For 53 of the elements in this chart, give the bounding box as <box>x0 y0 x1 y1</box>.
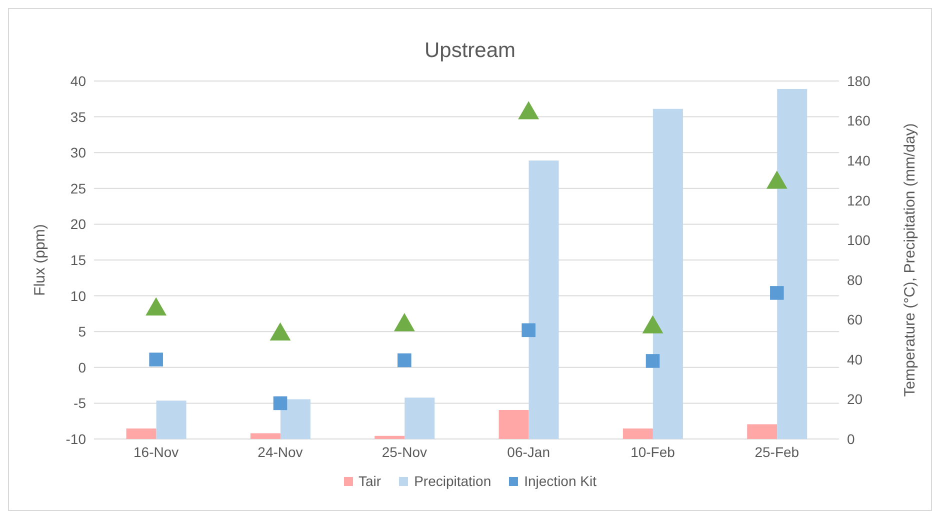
chart-title: Upstream <box>423 39 517 64</box>
y-tick-label: 15 <box>70 252 86 268</box>
x-tick-label: 10-Feb <box>630 444 676 460</box>
x-tick-label: 24-Nov <box>258 444 303 460</box>
y-tick-label: -10 <box>66 430 86 447</box>
bar <box>498 410 529 439</box>
bar <box>747 424 778 439</box>
bar <box>777 88 808 439</box>
bar <box>250 433 280 439</box>
point <box>149 352 163 366</box>
bar <box>652 108 683 439</box>
y-tick-label: 20 <box>70 216 86 232</box>
bar <box>126 428 156 439</box>
y2-tick-label: 160 <box>847 112 871 129</box>
legend-label: Injection Kit <box>524 473 596 489</box>
y-tick-label: 10 <box>70 288 86 304</box>
point <box>766 170 788 189</box>
point <box>770 286 784 300</box>
y-tick-label: 40 <box>70 72 86 89</box>
y2-tick-label: 180 <box>847 72 871 89</box>
x-tick-label: 25-Feb <box>754 444 800 460</box>
x-tick-label: 25-Nov <box>382 444 427 460</box>
y-tick-label: 30 <box>70 144 86 161</box>
y2-tick-label: 140 <box>847 152 871 169</box>
bar <box>280 399 310 439</box>
y-axis-title: Flux (ppm) <box>31 224 48 296</box>
legend-label: Precipitation <box>414 473 492 489</box>
bar <box>374 436 405 439</box>
bar <box>622 428 653 439</box>
bar <box>156 400 186 439</box>
point <box>398 353 412 368</box>
y2-tick-label: 60 <box>847 312 863 328</box>
y-tick-label: 5 <box>78 324 86 340</box>
x-tick-label: 06-Jan <box>507 444 550 460</box>
y-tick-label: 35 <box>70 108 86 125</box>
y-tick-label: 0 <box>78 359 86 376</box>
y2-axis-title: Temperature (°C), Precipitation (mm/day) <box>901 123 918 397</box>
y2-tick-label: 40 <box>847 351 863 368</box>
point <box>518 101 540 120</box>
y2-tick-label: 120 <box>847 192 871 208</box>
y2-tick-label: 100 <box>847 232 871 248</box>
y2-tick-label: 20 <box>847 391 863 408</box>
point <box>522 323 536 338</box>
bar <box>404 398 435 439</box>
y2-tick-label: 80 <box>847 272 863 288</box>
point <box>646 354 660 368</box>
y-tick-label: 25 <box>70 180 86 196</box>
y2-tick-label: 0 <box>847 430 855 447</box>
legend-label: Tair <box>358 473 382 489</box>
y-tick-label: -5 <box>74 395 86 412</box>
point <box>273 396 288 410</box>
x-tick-label: 16-Nov <box>134 444 179 460</box>
bar <box>528 160 559 439</box>
